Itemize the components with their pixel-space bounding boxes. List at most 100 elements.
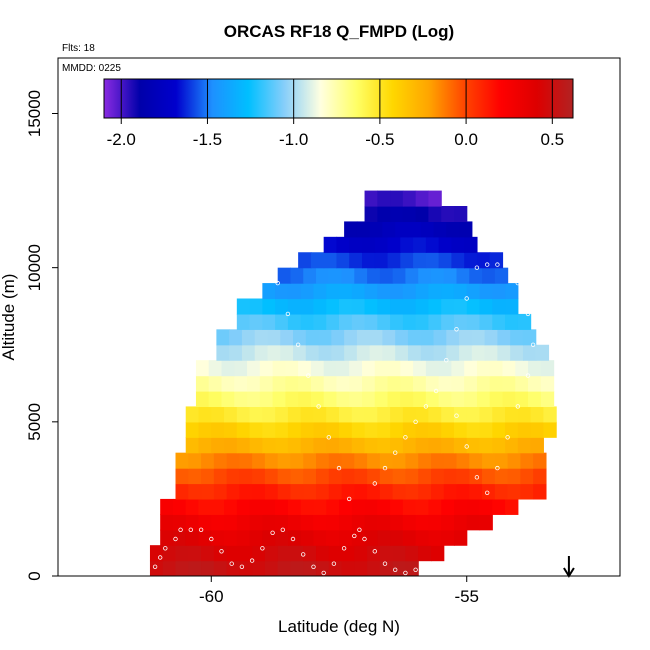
heatmap-cell [290, 267, 304, 284]
heatmap-cell [374, 252, 389, 269]
heatmap-cell [300, 514, 315, 531]
track-point [275, 280, 280, 286]
heatmap-cell [351, 313, 366, 330]
heatmap-cell [185, 406, 200, 423]
heatmap-cell [517, 421, 532, 438]
heatmap-cell [528, 375, 542, 392]
heatmap-cell [339, 313, 353, 330]
heatmap-cell [377, 421, 391, 438]
colorbar-tick-label: -1.5 [193, 130, 222, 149]
y-tick-label: 15000 [25, 90, 44, 137]
heatmap-cell [185, 514, 200, 531]
heatmap-cell [259, 360, 274, 377]
heatmap-cell [224, 406, 238, 423]
track-point [352, 533, 357, 539]
heatmap-cell [453, 437, 468, 454]
heatmap-cell [198, 529, 212, 546]
heatmap-cell [213, 452, 228, 469]
heatmap-cell [405, 483, 419, 500]
track-point [229, 561, 234, 566]
heatmap-cell [254, 344, 269, 361]
heatmap-cell [466, 283, 481, 300]
colorbar-tick-label: 0.5 [540, 130, 564, 149]
heatmap-cell [247, 391, 261, 408]
heatmap-cell [364, 313, 378, 330]
heatmap-cell [428, 514, 442, 531]
heatmap-cell [453, 406, 468, 423]
track-point [454, 327, 459, 332]
heatmap-cell [339, 437, 353, 454]
heatmap-cell [175, 560, 189, 576]
track-point [413, 567, 418, 572]
track-point [321, 570, 326, 576]
heatmap-cell [364, 437, 378, 454]
date-note: MMDD: 0225 [62, 63, 121, 74]
heatmap-cell [226, 468, 240, 485]
heatmap-cell [402, 498, 417, 515]
heatmap-cell [418, 483, 432, 500]
heatmap-cell [395, 329, 409, 346]
heatmap-cell [415, 421, 430, 438]
heatmap-cell [446, 221, 460, 238]
heatmap-cell [535, 344, 550, 361]
heatmap-cell [254, 329, 269, 346]
heatmap-cell [341, 452, 355, 469]
heatmap-cell [364, 498, 378, 515]
heatmap-cell [361, 360, 376, 377]
heatmap-cell [459, 221, 473, 238]
heatmap-cell [323, 391, 338, 408]
track-point [403, 570, 408, 576]
heatmap-cell [188, 483, 202, 500]
heatmap-cell [344, 344, 358, 361]
heatmap-cell [433, 344, 447, 361]
heatmap-cell [533, 483, 547, 500]
heatmap-cell [323, 236, 338, 253]
heatmap-cell [252, 560, 266, 576]
heatmap-cell [249, 421, 263, 438]
heatmap-cell [351, 514, 366, 531]
heatmap-cell [402, 190, 417, 207]
heatmap-cell [349, 375, 363, 392]
track-point [515, 280, 520, 286]
heatmap-cell [484, 344, 498, 361]
heatmap-cell [466, 421, 481, 438]
heatmap-cell [405, 267, 419, 284]
heatmap-cell [262, 437, 276, 454]
heatmap-cell [172, 498, 187, 515]
heatmap-cell [234, 391, 248, 408]
heatmap-cell [464, 252, 478, 269]
heatmap-cell [471, 329, 486, 346]
heatmap-cell [326, 283, 340, 300]
heatmap-cell [533, 452, 547, 469]
heatmap-cell [451, 391, 465, 408]
heatmap-cell [420, 344, 435, 361]
heatmap-cell [489, 252, 504, 269]
heatmap-cell [374, 236, 389, 253]
heatmap-cell [326, 406, 340, 423]
heatmap-cell [300, 313, 315, 330]
heatmap-cell [300, 298, 315, 315]
heatmap-cell [175, 483, 189, 500]
heatmap-cell [390, 437, 404, 454]
heatmap-cell [453, 498, 468, 515]
heatmap-cell [402, 421, 417, 438]
track-point [525, 373, 531, 378]
heatmap-cell [379, 468, 394, 485]
heatmap-cell [522, 344, 537, 361]
track-point [372, 481, 377, 486]
heatmap-cell [323, 252, 338, 269]
heatmap-cell [160, 498, 174, 515]
heatmap-cell [275, 298, 289, 315]
heatmap-cell [224, 498, 238, 515]
heatmap-cell [453, 206, 468, 223]
y-tick-label: 5000 [25, 403, 44, 441]
heatmap-cell [367, 452, 381, 469]
heatmap-cell [303, 267, 317, 284]
heatmap-cell [510, 344, 524, 361]
heatmap-cell [438, 360, 452, 377]
colorbar-tick-label: -1.0 [279, 130, 308, 149]
heatmap-cell [326, 498, 340, 515]
track-point [485, 262, 490, 267]
heatmap-cell [198, 498, 212, 515]
heatmap-cell [400, 236, 414, 253]
